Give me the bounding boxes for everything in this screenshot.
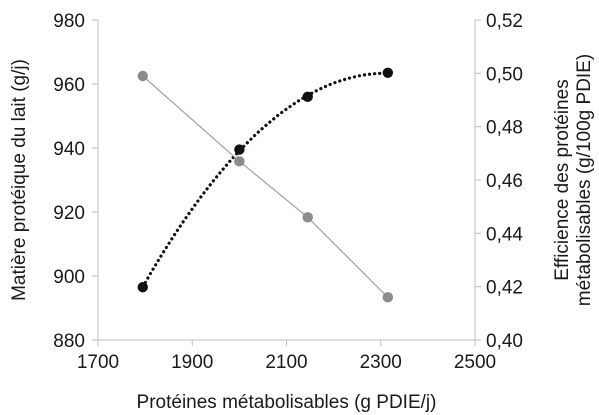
x-tick-label: 1900 [171, 352, 213, 373]
series-1-line [142, 75, 389, 298]
y-left-tick-label: 980 [53, 11, 85, 32]
y-left-tick-label: 960 [53, 75, 85, 96]
series-0-point [302, 91, 313, 103]
y-right-tick-label: 0,50 [486, 64, 523, 85]
series-0-point [234, 144, 245, 155]
y-left-tick-label: 900 [53, 267, 85, 288]
y-right-tick-label: 0,42 [486, 278, 523, 299]
series-1-point [234, 156, 245, 167]
series-0-point [137, 282, 148, 293]
y-left-tick-label: 920 [53, 203, 85, 224]
series-1-point [302, 212, 313, 223]
y-right-axis-title-line1: Efficience des protéines [552, 79, 573, 280]
y-right-tick-label: 0,52 [486, 11, 523, 32]
y-right-tick-label: 0,46 [486, 171, 523, 192]
y-right-tick-label: 0,48 [486, 118, 523, 139]
x-tick-label: 2500 [454, 352, 496, 373]
y-left-tick-label: 880 [53, 331, 85, 352]
x-tick-label: 2100 [265, 352, 307, 373]
series-1-point [137, 70, 148, 82]
series-0-trendline [141, 71, 390, 289]
x-tick-label: 1700 [77, 352, 119, 373]
x-tick-label: 2300 [360, 352, 402, 373]
y-right-axis-title-line2: métabolisables (g/100g PDIE) [574, 54, 595, 306]
y-left-tick-label: 940 [53, 139, 85, 160]
y-right-tick-label: 0,44 [486, 224, 523, 245]
y-left-axis-title: Matière protéique du lait (g/j) [9, 59, 30, 301]
series-0-point [382, 67, 394, 79]
series-1-point [382, 292, 394, 303]
x-axis-title: Protéines métabolisables (g PDIE/j) [137, 392, 437, 413]
y-right-tick-label: 0,40 [486, 331, 523, 352]
